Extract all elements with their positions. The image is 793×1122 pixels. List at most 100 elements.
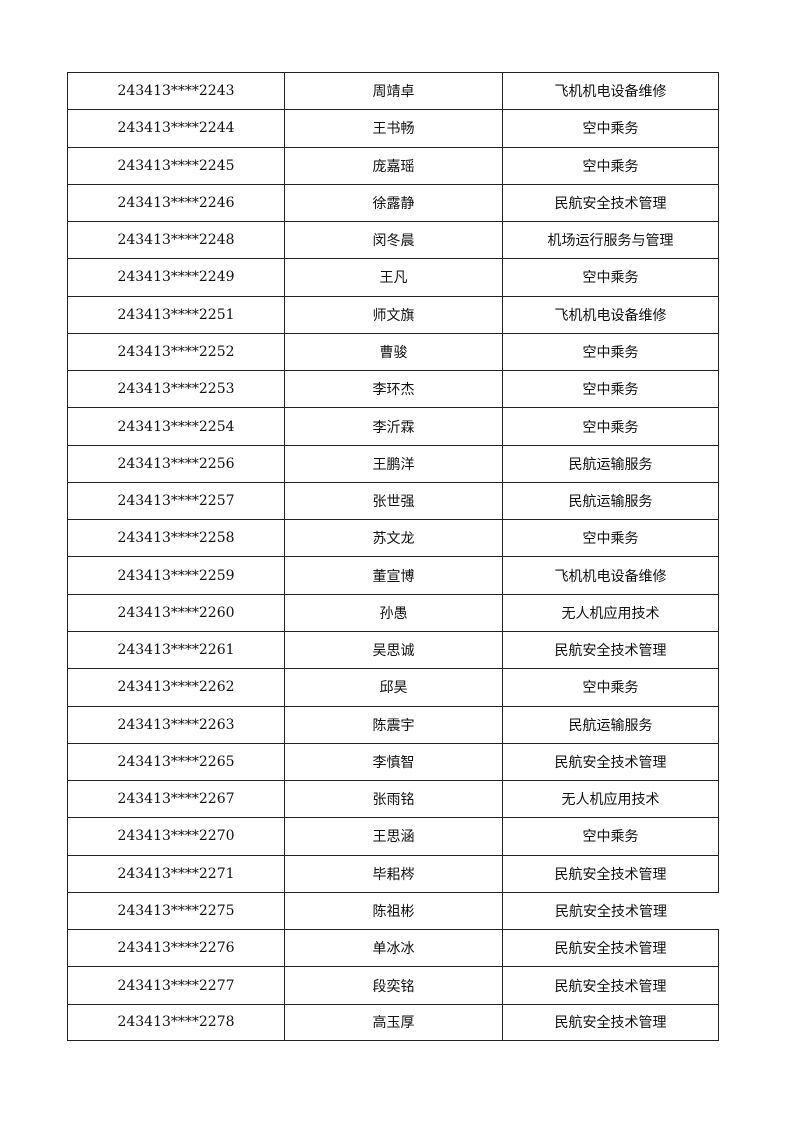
major-cell: 民航运输服务 — [502, 444, 719, 482]
table-row: 243413****2278 高玉厚 民航安全技术管理 — [67, 1003, 719, 1041]
major-cell: 飞机机电设备维修 — [502, 295, 719, 333]
table-row: 243413****2277 段奕铭 民航安全技术管理 — [67, 966, 719, 1004]
name-cell: 王鹏洋 — [284, 444, 502, 482]
major-cell: 民航安全技术管理 — [502, 742, 719, 781]
name-cell: 张世强 — [284, 481, 502, 520]
name-cell: 张雨铭 — [284, 780, 502, 818]
name-cell: 徐露静 — [284, 183, 502, 222]
name-cell: 高玉厚 — [284, 1003, 502, 1041]
major-cell: 空中乘务 — [502, 370, 719, 408]
name-cell: 陈祖彬 — [284, 891, 502, 930]
name-cell: 陈震宇 — [284, 705, 502, 743]
id-cell: 243413****2275 — [67, 891, 284, 930]
name-cell: 吴思诚 — [284, 630, 502, 669]
id-cell: 243413****2248 — [67, 221, 284, 259]
id-cell: 243413****2270 — [67, 817, 284, 855]
id-cell: 243413****2244 — [67, 109, 284, 147]
major-cell: 民航安全技术管理 — [502, 630, 719, 669]
name-cell: 李慎智 — [284, 742, 502, 781]
major-cell: 无人机应用技术 — [502, 593, 719, 631]
id-cell: 243413****2271 — [67, 854, 284, 892]
major-cell: 空中乘务 — [502, 519, 719, 557]
major-cell: 民航运输服务 — [502, 705, 719, 743]
id-cell: 243413****2243 — [67, 72, 284, 110]
table-row: 243413****2248 闵冬晨 机场运行服务与管理 — [67, 221, 719, 259]
table-row: 243413****2253 李环杰 空中乘务 — [67, 370, 719, 408]
major-cell: 机场运行服务与管理 — [502, 221, 719, 259]
name-cell: 师文旗 — [284, 295, 502, 333]
name-cell: 闵冬晨 — [284, 221, 502, 259]
table-row: 243413****2271 毕耜梣 民航安全技术管理 — [67, 854, 719, 892]
id-cell: 243413****2257 — [67, 481, 284, 520]
name-cell: 庞嘉瑶 — [284, 146, 502, 184]
name-cell: 曹骏 — [284, 332, 502, 371]
major-cell: 民航安全技术管理 — [502, 854, 719, 892]
major-cell: 无人机应用技术 — [502, 780, 719, 818]
student-table: 243413****2243 周靖卓 飞机机电设备维修 243413****2244 王… — [67, 72, 719, 1041]
id-cell: 243413****2276 — [67, 929, 284, 967]
table-row: 243413****2243 周靖卓 飞机机电设备维修 — [67, 72, 719, 110]
id-cell: 243413****2265 — [67, 742, 284, 781]
id-cell: 243413****2246 — [67, 183, 284, 222]
id-cell: 243413****2263 — [67, 705, 284, 743]
table-row: 243413****2265 李慎智 民航安全技术管理 — [67, 742, 719, 781]
table-row: 243413****2276 单冰冰 民航安全技术管理 — [67, 929, 719, 967]
table-row: 243413****2275 陈祖彬 民航安全技术管理 — [67, 891, 719, 930]
name-cell: 王凡 — [284, 258, 502, 296]
table-row: 243413****2262 邱昊 空中乘务 — [67, 668, 719, 706]
name-cell: 李环杰 — [284, 370, 502, 408]
major-cell: 空中乘务 — [502, 407, 719, 445]
name-cell: 毕耜梣 — [284, 854, 502, 892]
id-cell: 243413****2262 — [67, 668, 284, 706]
major-cell: 飞机机电设备维修 — [502, 72, 719, 110]
major-cell: 民航安全技术管理 — [502, 891, 719, 930]
table-row: 243413****2246 徐露静 民航安全技术管理 — [67, 183, 719, 222]
name-cell: 王思涵 — [284, 817, 502, 855]
major-cell: 民航安全技术管理 — [502, 1003, 719, 1041]
table-row: 243413****2257 张世强 民航运输服务 — [67, 481, 719, 520]
name-cell: 董宣博 — [284, 556, 502, 594]
name-cell: 周靖卓 — [284, 72, 502, 110]
id-cell: 243413****2277 — [67, 966, 284, 1004]
name-cell: 孙愚 — [284, 593, 502, 631]
table-row: 243413****2258 苏文龙 空中乘务 — [67, 519, 719, 557]
table-row: 243413****2267 张雨铭 无人机应用技术 — [67, 780, 719, 818]
id-cell: 243413****2259 — [67, 556, 284, 594]
name-cell: 段奕铭 — [284, 966, 502, 1004]
table-row: 243413****2252 曹骏 空中乘务 — [67, 332, 719, 371]
table-row: 243413****2254 李沂霖 空中乘务 — [67, 407, 719, 445]
id-cell: 243413****2251 — [67, 295, 284, 333]
id-cell: 243413****2254 — [67, 407, 284, 445]
major-cell: 空中乘务 — [502, 258, 719, 296]
table-row: 243413****2251 师文旗 飞机机电设备维修 — [67, 295, 719, 333]
major-cell: 空中乘务 — [502, 146, 719, 184]
name-cell: 邱昊 — [284, 668, 502, 706]
id-cell: 243413****2253 — [67, 370, 284, 408]
table-row: 243413****2270 王思涵 空中乘务 — [67, 817, 719, 855]
major-cell: 民航运输服务 — [502, 481, 719, 520]
table-row: 243413****2245 庞嘉瑶 空中乘务 — [67, 146, 719, 184]
major-cell: 民航安全技术管理 — [502, 183, 719, 222]
table-row: 243413****2249 王凡 空中乘务 — [67, 258, 719, 296]
table-row: 243413****2260 孙愚 无人机应用技术 — [67, 593, 719, 631]
major-cell: 民航安全技术管理 — [502, 966, 719, 1004]
id-cell: 243413****2258 — [67, 519, 284, 557]
major-cell: 空中乘务 — [502, 109, 719, 147]
id-cell: 243413****2249 — [67, 258, 284, 296]
id-cell: 243413****2252 — [67, 332, 284, 371]
id-cell: 243413****2267 — [67, 780, 284, 818]
id-cell: 243413****2256 — [67, 444, 284, 482]
table-row: 243413****2244 王书畅 空中乘务 — [67, 109, 719, 147]
table-row: 243413****2261 吴思诚 民航安全技术管理 — [67, 630, 719, 669]
name-cell: 李沂霖 — [284, 407, 502, 445]
table-row: 243413****2256 王鹏洋 民航运输服务 — [67, 444, 719, 482]
name-cell: 王书畅 — [284, 109, 502, 147]
id-cell: 243413****2245 — [67, 146, 284, 184]
id-cell: 243413****2278 — [67, 1003, 284, 1041]
major-cell: 民航安全技术管理 — [502, 929, 719, 967]
table-row: 243413****2259 董宣博 飞机机电设备维修 — [67, 556, 719, 594]
table-row: 243413****2263 陈震宇 民航运输服务 — [67, 705, 719, 743]
id-cell: 243413****2261 — [67, 630, 284, 669]
name-cell: 单冰冰 — [284, 929, 502, 967]
major-cell: 空中乘务 — [502, 332, 719, 371]
